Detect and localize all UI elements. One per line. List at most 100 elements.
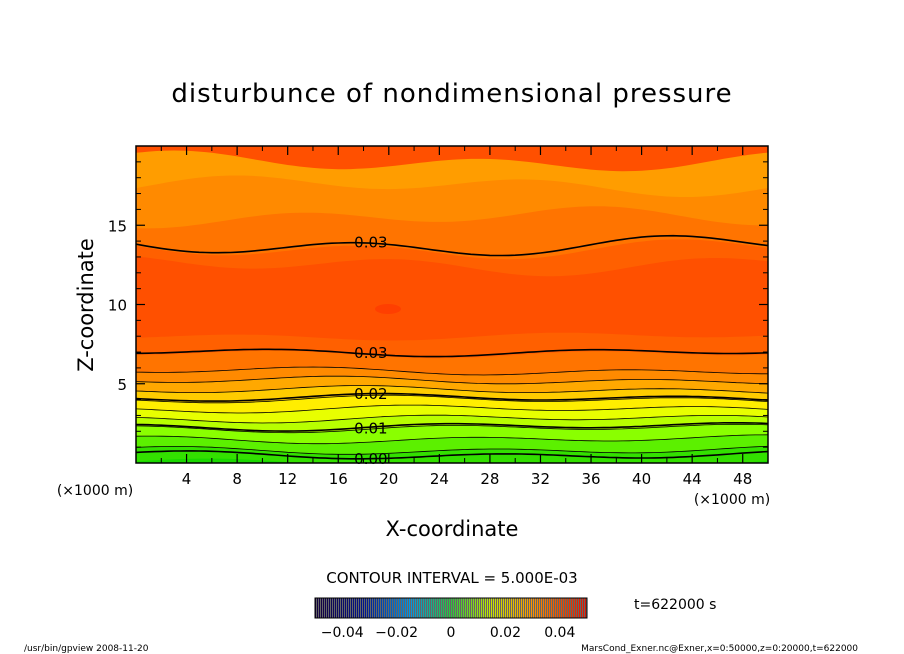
contour-line-labeled bbox=[136, 348, 768, 358]
contour-lines bbox=[136, 234, 768, 460]
colorbar-stripe bbox=[439, 598, 440, 618]
colorbar-stripe bbox=[501, 598, 502, 618]
y-tick-label: 5 bbox=[117, 376, 127, 394]
colorbar-stripe bbox=[423, 598, 424, 618]
contour-label: 0.00 bbox=[354, 450, 387, 468]
contour-line bbox=[136, 385, 768, 394]
colorbar-stripe bbox=[547, 598, 548, 618]
colorbar-stripe bbox=[349, 598, 350, 618]
colorbar-stripe bbox=[385, 598, 386, 618]
colorbar-stripe bbox=[425, 598, 426, 618]
colorbar-stripe bbox=[521, 598, 522, 618]
colorbar-stripe bbox=[365, 598, 366, 618]
contour-line bbox=[136, 434, 768, 445]
colorbar-stripe bbox=[563, 598, 564, 618]
colorbar-stripe bbox=[579, 598, 580, 618]
x-tick-label: 28 bbox=[480, 470, 499, 488]
colorbar-stripe bbox=[433, 598, 434, 618]
colorbar-tick-label: 0 bbox=[447, 625, 456, 641]
colorbar-stripe bbox=[565, 598, 566, 618]
colorbar-stripe bbox=[341, 598, 342, 618]
colorbar-stripe bbox=[379, 598, 380, 618]
colorbar-stripe bbox=[437, 598, 438, 618]
colorbar-stripe bbox=[575, 598, 576, 618]
colorbar-stripe bbox=[567, 598, 568, 618]
colorbar-stripe bbox=[397, 598, 398, 618]
colorbar-stripe bbox=[395, 598, 396, 618]
x-tick-label: 16 bbox=[329, 470, 348, 488]
colorbar-stripe bbox=[569, 598, 570, 618]
contour-line-labeled bbox=[136, 234, 768, 257]
colorbar-stripe bbox=[405, 598, 406, 618]
colorbar-stripe bbox=[583, 598, 584, 618]
colorbar-stripe bbox=[453, 598, 454, 618]
colorbar-stripe bbox=[357, 598, 358, 618]
colorbar-tick-label: −0.02 bbox=[375, 625, 418, 641]
x-tick-label: 20 bbox=[379, 470, 398, 488]
contour-line bbox=[136, 394, 768, 404]
colorbar-tick-label: 0.02 bbox=[490, 625, 521, 641]
colorbar-stripe bbox=[329, 598, 330, 618]
colorbar-stripe bbox=[461, 598, 462, 618]
colorbar-stripe bbox=[393, 598, 394, 618]
colorbar-stripe bbox=[545, 598, 546, 618]
colorbar-stripe bbox=[347, 598, 348, 618]
colorbar-stripe bbox=[495, 598, 496, 618]
x-tick-label: 8 bbox=[232, 470, 242, 488]
colorbar-stripe bbox=[511, 598, 512, 618]
colorbar-stripe bbox=[339, 598, 340, 618]
colorbar-stripe bbox=[371, 598, 372, 618]
colorbar-stripe bbox=[333, 598, 334, 618]
contour-label: 0.02 bbox=[354, 385, 387, 403]
contour-label: 0.03 bbox=[354, 344, 387, 362]
contour-line-labeled bbox=[136, 450, 768, 460]
colorbar-stripe bbox=[559, 598, 560, 618]
colorbar-stripe bbox=[415, 598, 416, 618]
x-axis-ticks: 4 8 12 16 20 24 28 32 36 40 44 48 bbox=[160, 146, 752, 488]
colorbar-ticks: −0.04 −0.02 0 0.02 0.04 bbox=[321, 625, 576, 641]
colorbar-stripe bbox=[409, 598, 410, 618]
colorbar-stripe bbox=[487, 598, 488, 618]
colorbar-stripe bbox=[485, 598, 486, 618]
colorbar-stripe bbox=[491, 598, 492, 618]
footer-right: MarsCond_Exner.nc@Exner,x=0:50000,z=0:20… bbox=[581, 644, 858, 654]
colorbar-stripe bbox=[417, 598, 418, 618]
colorbar-stripe bbox=[391, 598, 392, 618]
colorbar-stripe bbox=[585, 598, 586, 618]
y-axis-ticks: 5 10 15 bbox=[108, 161, 768, 448]
contour-interval-label: CONTOUR INTERVAL = 5.000E-03 bbox=[326, 569, 577, 587]
x-tick-label: 32 bbox=[531, 470, 550, 488]
colorbar-stripe bbox=[345, 598, 346, 618]
colorbar-stripe bbox=[431, 598, 432, 618]
colorbar-stripe bbox=[323, 598, 324, 618]
colorbar-stripe bbox=[413, 598, 414, 618]
colorbar bbox=[315, 598, 587, 618]
colorbar-stripe bbox=[447, 598, 448, 618]
colorbar-stripe bbox=[383, 598, 384, 618]
colorbar-stripe bbox=[527, 598, 528, 618]
colorbar-stripe bbox=[403, 598, 404, 618]
colorbar-stripe bbox=[577, 598, 578, 618]
x-unit-right: (×1000 m) bbox=[694, 492, 770, 508]
colorbar-stripe bbox=[543, 598, 544, 618]
colorbar-stripe bbox=[419, 598, 420, 618]
colorbar-stripe bbox=[457, 598, 458, 618]
colorbar-stripe bbox=[535, 598, 536, 618]
y-axis-title: Z-coordinate bbox=[74, 238, 98, 372]
colorbar-stripe bbox=[375, 598, 376, 618]
colorbar-stripe bbox=[361, 598, 362, 618]
colorbar-stripe bbox=[317, 598, 318, 618]
contour-line-labeled bbox=[136, 422, 768, 432]
colorbar-stripe bbox=[553, 598, 554, 618]
colorbar-stripe bbox=[449, 598, 450, 618]
colorbar-stripe bbox=[551, 598, 552, 618]
colorbar-stripe bbox=[499, 598, 500, 618]
colorbar-stripe bbox=[463, 598, 464, 618]
colorbar-stripe bbox=[475, 598, 476, 618]
colorbar-tick-label: −0.04 bbox=[321, 625, 364, 641]
colorbar-stripe bbox=[555, 598, 556, 618]
x-tick-label: 40 bbox=[632, 470, 651, 488]
colorbar-stripe bbox=[573, 598, 574, 618]
colorbar-stripe bbox=[571, 598, 572, 618]
contour-line bbox=[136, 414, 768, 424]
